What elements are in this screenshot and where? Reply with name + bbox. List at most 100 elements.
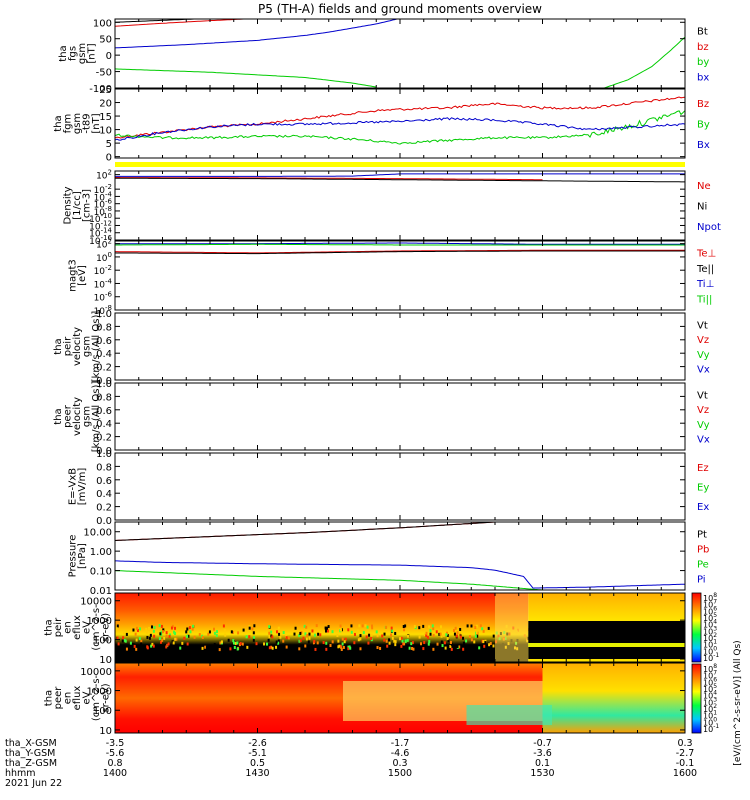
colorbar-tick-label: 104	[703, 619, 717, 630]
colorbar-tick-label: 107	[703, 599, 717, 610]
panel-frame	[114, 18, 686, 89]
y-axis-label: [nT]	[91, 113, 102, 133]
x-row-value: 1530	[530, 768, 554, 779]
legend-temperature-entry: Te||	[696, 264, 714, 275]
legend-density-entry: Npot	[697, 222, 721, 233]
spectrogram-band	[528, 621, 685, 643]
y-axis-label: velocity	[72, 397, 83, 436]
y-axis-label: tha	[58, 45, 69, 61]
legend-peir_velocity-entry: Vt	[697, 320, 708, 331]
colorbar-tick-label: 108	[703, 592, 717, 603]
y-axis-label: [km/s (All Qs)]	[91, 381, 102, 453]
y-axis-label: gsm	[82, 406, 93, 427]
y-axis-label: [mV/m]	[77, 468, 88, 506]
y-tick-label: 1.0	[96, 379, 112, 390]
y-tick-label: 10-16	[89, 234, 112, 247]
y-tick-label: 0.8	[96, 392, 112, 403]
y-axis-label: tha	[53, 408, 64, 424]
y-axis-label: E=-VxB	[67, 468, 78, 505]
x-row-label: tha_Z-GSM	[5, 758, 57, 769]
y-tick-label: 15	[99, 112, 112, 123]
y-tick-label: 0.4	[96, 419, 112, 430]
y-tick-label: 10000	[80, 667, 112, 678]
y-tick-label: 0.10	[90, 567, 112, 578]
legend-peir_velocity-entry: Vx	[697, 365, 710, 376]
x-row-value: 1500	[388, 768, 412, 779]
y-axis-label: fgs	[67, 46, 78, 61]
panel-frame	[114, 88, 686, 159]
panel-frame	[114, 312, 686, 381]
x-row-value: 1600	[673, 768, 697, 779]
x-row-value: -3.6	[533, 748, 552, 759]
y-tick-label: 0.2	[96, 503, 112, 514]
y-tick-label: 102	[96, 238, 112, 251]
series-temperature-Te-	[115, 250, 685, 255]
figure-title: P5 (TH-A) fields and ground moments over…	[258, 2, 542, 16]
x-row-value: -2.7	[676, 748, 695, 759]
y-axis-label: peir	[63, 336, 74, 356]
x-row-value: 1430	[245, 768, 269, 779]
y-tick-label: 0	[106, 153, 112, 164]
legend-pressure-entry: Pb	[697, 545, 709, 556]
spectrogram-band	[528, 647, 685, 659]
y-axis-label: en	[63, 692, 74, 705]
y-tick-label: 1.0	[96, 449, 112, 460]
y-tick-label: 0.01	[90, 586, 112, 597]
legend-fgs-entry: bz	[697, 42, 709, 53]
legend-density-entry: Ne	[697, 181, 711, 192]
x-row-value: 0.8	[107, 758, 122, 769]
y-axis-label: magt3	[67, 259, 78, 292]
series-density-Ni	[115, 177, 685, 183]
y-tick-label: 1.00	[90, 547, 112, 558]
colorbar-tick-label: 103	[703, 696, 717, 707]
y-tick-label: 0.2	[96, 433, 112, 444]
legend-pressure-entry: Pi	[697, 575, 706, 586]
y-axis-label: -t89	[82, 113, 93, 133]
legend-efield-entry: Ez	[697, 463, 709, 474]
colorbar-label: [eV/(cm^2-s-sr-eV)] (All Qs)	[733, 640, 743, 765]
x-row-value: 0.1	[535, 758, 550, 769]
date-label: 2021 Jun 22	[5, 778, 62, 789]
panel-peer_eflux: 10000 1000 100 10 thapeerenefluxeV(cm^2-s-sr…	[44, 662, 686, 737]
colorbar-tick-label: 10-1	[703, 723, 719, 734]
spectrogram-right	[542, 663, 685, 733]
y-tick-label: 0.4	[96, 489, 112, 500]
colorbar-tick-label: 101	[703, 710, 717, 721]
x-row-label: tha_X-GSM	[5, 738, 57, 749]
legend-peer_velocity-entry: Vx	[697, 435, 710, 446]
y-axis-label: eflux	[72, 615, 83, 640]
y-tick-label: 102	[96, 169, 112, 182]
legend-pressure-entry: Pe	[697, 560, 709, 571]
y-tick-label: 0.0	[96, 446, 112, 457]
y-axis-label: [cm-3]	[82, 189, 93, 222]
y-tick-label: 10	[99, 655, 112, 666]
x-row-value: -3.5	[106, 738, 125, 749]
y-tick-label: 0.6	[96, 476, 112, 487]
y-axis-label: [km/s (All Qs)]	[91, 311, 102, 383]
y-tick-label: 10-14	[89, 227, 112, 240]
y-tick-label: 5	[106, 139, 112, 150]
y-tick-label: 100	[93, 636, 112, 647]
y-tick-label: 10	[99, 126, 112, 137]
y-axis-label: peer	[53, 686, 64, 710]
legend-density-entry: Ni	[697, 202, 707, 213]
y-tick-label: 10-2	[94, 264, 112, 277]
y-tick-label: 1000	[87, 687, 112, 698]
y-axis-label: tha	[53, 115, 64, 131]
series-fgs-bx	[115, 19, 400, 49]
y-axis-label: sr-eV)	[101, 613, 112, 642]
legend-peer_velocity-entry: Vt	[697, 390, 708, 401]
y-tick-label: 10-4	[94, 277, 113, 290]
panel-pressure: 10.00 1.00 0.10 0.01 Pressure[nPa] Pt Pb Pe Pi	[67, 521, 709, 597]
spectrogram-transition	[495, 593, 529, 662]
x-row-value: -5.1	[248, 748, 267, 759]
y-tick-label: 0.6	[96, 336, 112, 347]
y-axis-label: Pressure	[67, 535, 78, 578]
legend-temperature-entry: Ti||	[696, 294, 712, 305]
y-axis-label: eV	[82, 691, 93, 704]
legend-fgs-entry: Bt	[697, 27, 708, 38]
y-axis-label: velocity	[72, 327, 83, 366]
